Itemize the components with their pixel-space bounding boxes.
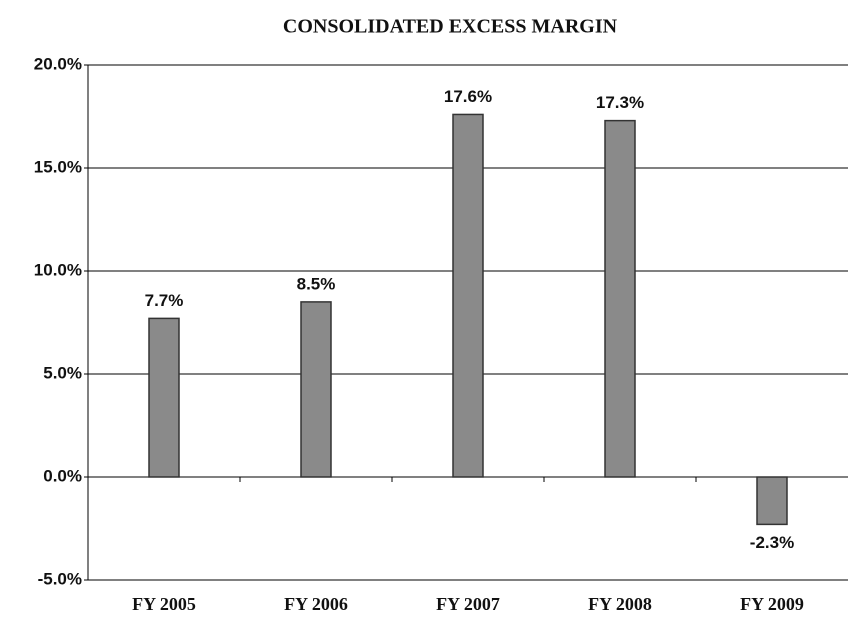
- x-tick-label: FY 2009: [740, 594, 804, 614]
- bar: [300, 301, 332, 478]
- y-tick-label: 10.0%: [34, 260, 82, 279]
- bar: [604, 119, 636, 478]
- y-tick-label: 20.0%: [34, 54, 82, 73]
- y-tick-label: 5.0%: [43, 363, 82, 382]
- y-tick-label: 15.0%: [34, 157, 82, 176]
- y-tick-label: 0.0%: [43, 466, 82, 485]
- data-label: 17.3%: [596, 93, 644, 112]
- x-tick-label: FY 2006: [284, 594, 348, 614]
- y-tick-label: -5.0%: [38, 569, 82, 588]
- chart-title: CONSOLIDATED EXCESS MARGIN: [283, 16, 618, 38]
- bar: [756, 476, 788, 526]
- x-tick-label: FY 2007: [436, 594, 500, 614]
- data-label: -2.3%: [750, 533, 794, 552]
- bar: [452, 113, 484, 478]
- bar: [148, 317, 180, 478]
- data-label: 8.5%: [297, 274, 336, 293]
- data-label: 17.6%: [444, 87, 492, 106]
- x-tick-label: FY 2005: [132, 594, 196, 614]
- x-tick-label: FY 2008: [588, 594, 652, 614]
- data-label: 7.7%: [145, 291, 184, 310]
